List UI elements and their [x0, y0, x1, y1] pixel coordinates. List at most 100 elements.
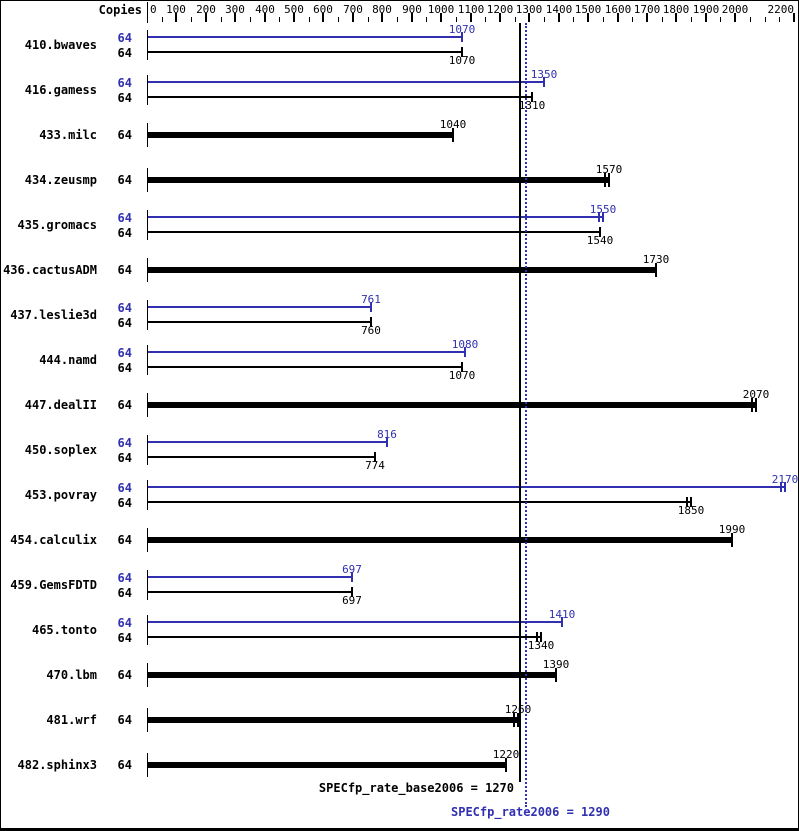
axis-major-tick: [264, 13, 266, 22]
axis-minor-tick: [485, 17, 486, 22]
bar-peak: [148, 306, 371, 308]
axis-major-tick: [381, 13, 383, 22]
benchmark-label: 434.zeusmp: [24, 172, 97, 187]
copies-value: 64: [117, 481, 132, 495]
bar-base-end-tick: [536, 632, 538, 642]
bar-peak-end-tick: [464, 347, 466, 357]
base-value-label: 1730: [642, 252, 670, 266]
bar-base-end-tick: [690, 497, 692, 507]
axis-minor-tick: [662, 17, 663, 22]
benchmark-label: 437.leslie3d: [10, 307, 97, 322]
axis-minor-tick: [221, 17, 222, 22]
axis-tick-label: 900: [402, 3, 422, 16]
copies-value: 64: [117, 91, 132, 105]
peak-value-label: 1550: [589, 203, 617, 216]
axis-tick-label: 1500: [574, 3, 602, 16]
bar-peak-end-tick: [602, 212, 604, 222]
group-baseline: [147, 122, 148, 147]
bar-base-end-tick: [461, 362, 463, 372]
copies-value: 64: [117, 316, 132, 330]
base-value-label: 1070: [448, 369, 476, 382]
axis-minor-tick: [279, 17, 280, 22]
axis-tick-label: 2200: [767, 3, 795, 16]
benchmark-label: 447.dealII: [24, 397, 97, 412]
copies-value: 64: [117, 211, 132, 225]
axis-major-tick: [734, 13, 736, 22]
copies-value: 64: [117, 127, 132, 142]
bar-base-end-tick: [531, 92, 533, 102]
benchmark-label: 454.calculix: [10, 532, 97, 547]
benchmark-label: 433.milc: [39, 127, 97, 142]
axis-minor-tick: [573, 17, 574, 22]
bar-base-end-tick: [751, 397, 753, 412]
axis-major-tick: [528, 13, 530, 22]
axis-tick-label: 1700: [633, 3, 661, 16]
bar-base-end-tick: [461, 47, 463, 57]
bar-base-end-tick: [604, 172, 606, 187]
bar-peak: [148, 576, 352, 578]
axis-minor-tick: [765, 17, 766, 22]
copies-value: 64: [117, 586, 132, 600]
base-value-label: 1340: [527, 639, 555, 652]
bar-peak-end-tick: [543, 77, 545, 87]
bar-peak: [148, 486, 785, 488]
axis-tick-label: 2000: [721, 3, 749, 16]
copies-value: 64: [117, 172, 132, 187]
bar-base-end-tick: [351, 587, 353, 597]
base-value-label: 1850: [677, 504, 705, 517]
peak-value-label: 2170: [771, 473, 799, 486]
benchmark-label: 416.gamess: [24, 82, 97, 97]
peak-result-line: [525, 23, 527, 807]
copies-value: 64: [117, 496, 132, 510]
bar-base-end-tick: [370, 317, 372, 327]
peak-value-label: 1350: [530, 68, 558, 81]
bar-base: [148, 536, 732, 543]
bar-peak-end-tick: [784, 482, 786, 492]
group-baseline: [147, 752, 148, 777]
bar-base: [148, 96, 532, 98]
bar-peak-end-tick: [461, 32, 463, 42]
group-baseline: [147, 392, 148, 417]
copies-value: 64: [117, 757, 132, 772]
group-baseline: [147, 569, 148, 600]
bar-base-end-tick: [731, 532, 733, 547]
bar-peak: [148, 36, 462, 38]
base-value-label: 1260: [504, 702, 532, 716]
bar-base-end-tick: [555, 667, 557, 682]
bar-base: [148, 636, 541, 638]
axis-tick-label: 1200: [486, 3, 514, 16]
bar-base: [148, 231, 600, 233]
copies-value: 64: [117, 262, 132, 277]
axis-minor-tick: [250, 17, 251, 22]
copies-value: 64: [117, 346, 132, 360]
axis-minor-tick: [603, 17, 604, 22]
axis-tick-label: 300: [225, 3, 245, 16]
bar-peak-end-tick: [598, 212, 600, 222]
bar-base: [148, 131, 453, 138]
benchmark-label: 444.namd: [39, 352, 97, 367]
axis-tick-label: 1000: [427, 3, 455, 16]
bar-peak-end-tick: [780, 482, 782, 492]
bar-base-end-tick: [374, 452, 376, 462]
bar-peak-end-tick: [351, 572, 353, 582]
peak-value-label: 1410: [548, 608, 576, 621]
copies-value: 64: [117, 76, 132, 90]
benchmark-label: 459.GemsFDTD: [10, 577, 97, 592]
group-baseline: [147, 527, 148, 552]
group-baseline: [147, 662, 148, 687]
base-value-label: 1540: [586, 234, 614, 247]
base-result-text: SPECfp_rate_base2006 = 1270: [318, 781, 514, 795]
bar-base-end-tick: [655, 262, 657, 277]
axis-major-tick: [705, 13, 707, 22]
base-value-label: 1220: [492, 747, 520, 761]
copies-value: 64: [117, 571, 132, 585]
axis-minor-tick: [544, 17, 545, 22]
axis-tick-label: 500: [284, 3, 304, 16]
benchmark-label: 453.povray: [24, 487, 97, 502]
bar-base-end-tick: [505, 757, 507, 772]
group-baseline: [147, 257, 148, 282]
benchmark-label: 482.sphinx3: [17, 757, 97, 772]
peak-value-label: 1080: [451, 338, 479, 351]
peak-value-label: 761: [361, 293, 381, 306]
base-value-label: 774: [365, 459, 385, 472]
